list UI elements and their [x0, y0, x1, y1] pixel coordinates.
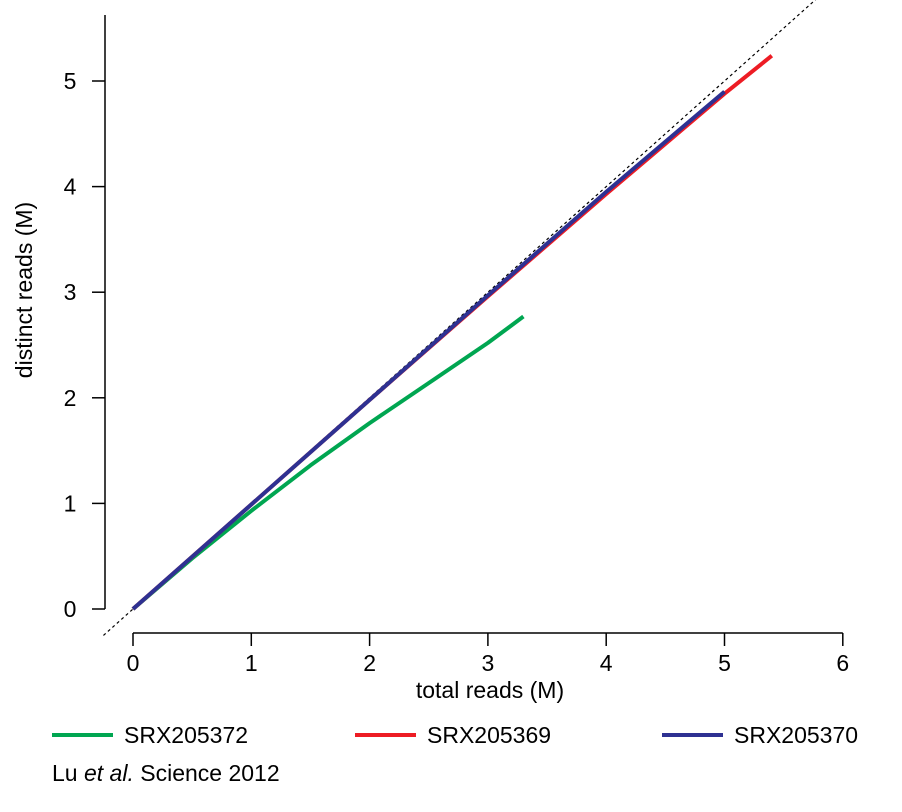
series-line-SRX205370: [131, 90, 726, 611]
y-tick-label: 2: [64, 385, 77, 411]
reference-layer: [103, 0, 817, 636]
legend-label-SRX205369: SRX205369: [427, 722, 551, 748]
x-tick-label: 2: [363, 650, 376, 676]
legend: SRX205372 SRX205369 SRX205370: [52, 722, 858, 748]
x-tick-label: 1: [245, 650, 258, 676]
caption-prefix: Lu: [52, 760, 84, 786]
x-tick-label: 5: [718, 650, 731, 676]
x-axis-title: total reads (M): [416, 677, 564, 703]
citation-caption: Lu et al. Science 2012: [52, 760, 280, 787]
x-tick-label: 4: [600, 650, 613, 676]
y-tick-label: 1: [64, 490, 77, 516]
x-tick-label: 3: [482, 650, 495, 676]
x-tick-label: 0: [127, 650, 140, 676]
series-layer: [131, 54, 774, 611]
legend-label-SRX205372: SRX205372: [124, 722, 248, 748]
axes-layer: 0 1 2 3 4 5 6 0 1 2 3 4 5: [64, 15, 849, 676]
caption-italic: et al.: [83, 760, 134, 786]
reference-line: [103, 0, 817, 636]
y-tick-label: 5: [64, 68, 77, 94]
y-tick-label: 0: [64, 596, 77, 622]
y-axis-title: distinct reads (M): [11, 202, 37, 378]
caption-suffix: Science 2012: [133, 760, 280, 786]
y-tick-label: 4: [64, 174, 77, 200]
x-tick-label: 6: [836, 650, 849, 676]
series-line-SRX205372: [131, 314, 525, 611]
legend-label-SRX205370: SRX205370: [734, 722, 858, 748]
y-tick-label: 3: [64, 279, 77, 305]
